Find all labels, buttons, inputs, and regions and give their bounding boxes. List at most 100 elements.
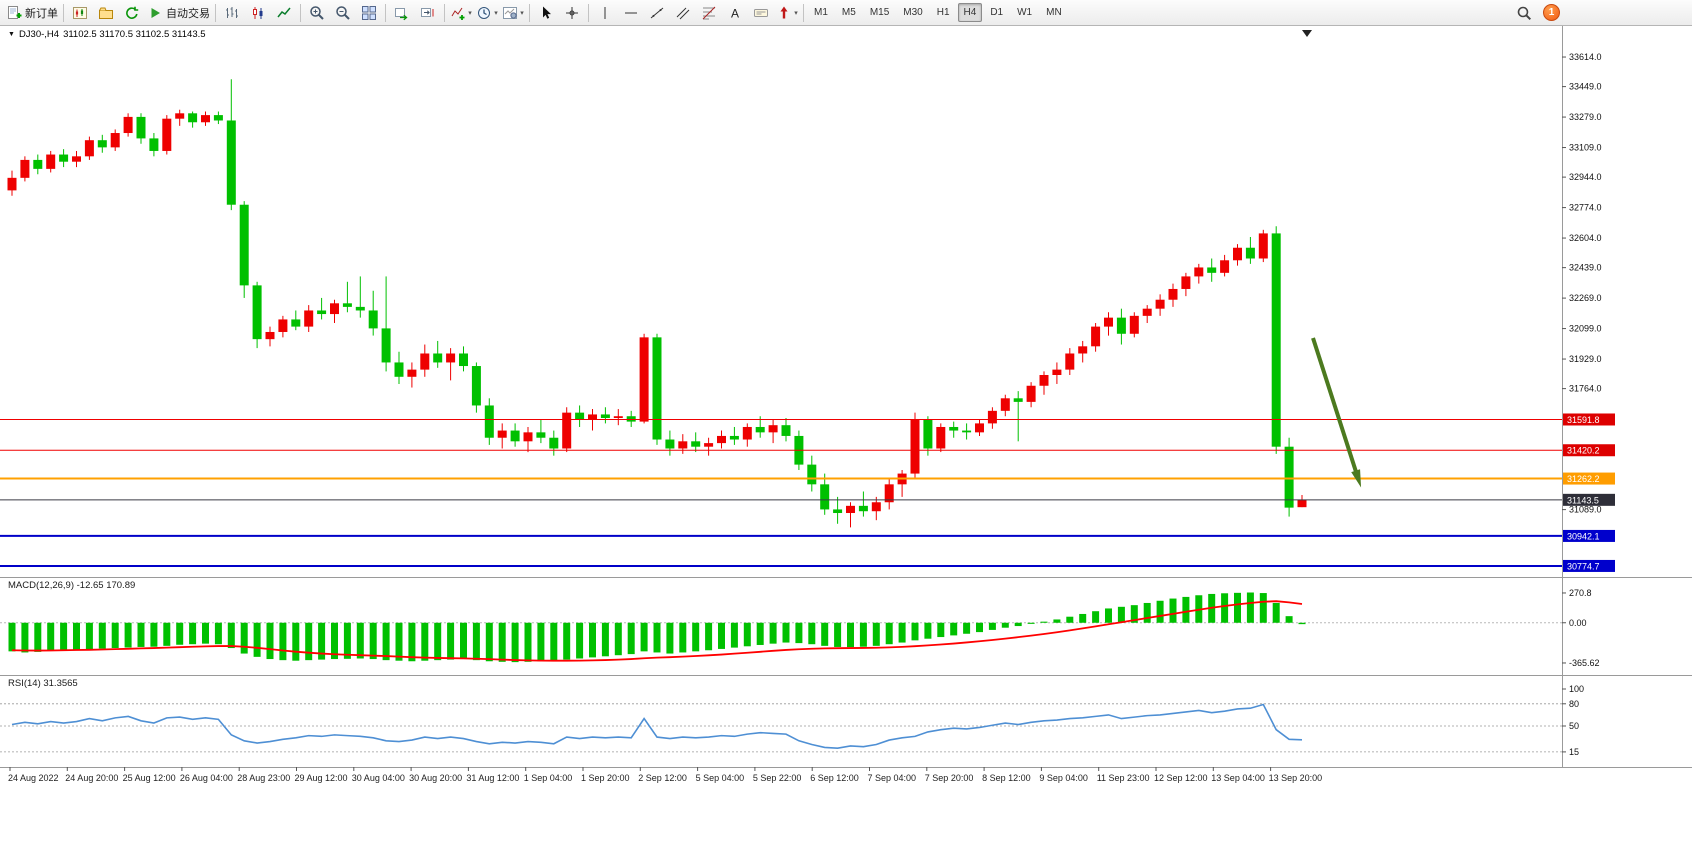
macd-histogram-bar bbox=[382, 622, 390, 661]
periods-clock-icon bbox=[478, 6, 491, 19]
price-badge-label: 31420.2 bbox=[1567, 446, 1600, 456]
timeframe-mn[interactable]: MN bbox=[1046, 7, 1062, 18]
price-axis-label: 32099.0 bbox=[1569, 324, 1602, 334]
line-chart-button[interactable] bbox=[271, 2, 297, 24]
timeframe-h1[interactable]: H1 bbox=[936, 7, 950, 18]
zoom-in-button[interactable] bbox=[304, 2, 330, 24]
refresh-button[interactable] bbox=[119, 2, 145, 24]
candle-body bbox=[639, 337, 649, 422]
candle-body bbox=[987, 410, 997, 424]
candle-body bbox=[20, 159, 30, 178]
candle-body bbox=[575, 412, 585, 420]
timeframe-m1[interactable]: M1 bbox=[814, 7, 828, 18]
candle-body bbox=[1000, 398, 1010, 411]
new-order-icon bbox=[8, 5, 22, 19]
candle-body bbox=[858, 505, 868, 512]
macd-histogram-bar bbox=[601, 622, 609, 657]
macd-histogram-bar bbox=[653, 622, 661, 653]
arrows-tool-button[interactable]: ▾ bbox=[774, 2, 800, 24]
macd-histogram-bar bbox=[1246, 592, 1254, 623]
text-tool-button[interactable]: A bbox=[722, 2, 748, 24]
macd-histogram-bar bbox=[872, 622, 880, 646]
candle-body bbox=[1207, 267, 1217, 273]
candle-body bbox=[923, 419, 933, 449]
macd-histogram-bar bbox=[550, 622, 558, 661]
candle-body bbox=[1026, 385, 1036, 402]
macd-histogram-bar bbox=[485, 622, 493, 662]
timeframe-m15[interactable]: M15 bbox=[869, 7, 890, 18]
zoom-in-icon bbox=[310, 5, 324, 20]
scroll-to-end-marker[interactable] bbox=[1302, 30, 1312, 37]
candle-body bbox=[265, 331, 275, 340]
arrows-icon bbox=[780, 6, 788, 18]
timeframe-m5[interactable]: M5 bbox=[841, 7, 856, 18]
vertical-line-button[interactable] bbox=[592, 2, 618, 24]
search-button[interactable] bbox=[1511, 2, 1537, 24]
autotrading-button[interactable]: 自动交易 bbox=[145, 2, 212, 24]
templates-button[interactable]: ▾ bbox=[500, 2, 526, 24]
indicators-button[interactable]: ▾ bbox=[448, 2, 474, 24]
macd-histogram-bar bbox=[279, 622, 287, 661]
cursor-button[interactable] bbox=[533, 2, 559, 24]
candle-body bbox=[910, 419, 920, 474]
timeframe-h4[interactable]: H4 bbox=[957, 3, 983, 22]
time-axis-label: 5 Sep 22:00 bbox=[753, 773, 802, 783]
candle-body bbox=[678, 441, 688, 449]
fibonacci-icon bbox=[702, 6, 716, 19]
periods-button[interactable]: ▾ bbox=[474, 2, 500, 24]
macd-histogram-bar bbox=[150, 622, 158, 647]
macd-histogram-bar bbox=[408, 622, 416, 662]
macd-histogram-bar bbox=[266, 622, 274, 660]
candle-body bbox=[497, 430, 507, 438]
chart-shift-button[interactable] bbox=[415, 2, 441, 24]
notification-badge[interactable]: 1 bbox=[1543, 4, 1560, 21]
timeframe-w1[interactable]: W1 bbox=[1017, 7, 1033, 18]
price-axis-label: 31764.0 bbox=[1569, 384, 1602, 394]
macd-histogram-bar bbox=[240, 622, 248, 654]
autotrading-icon bbox=[151, 7, 160, 18]
price-badge-label: 30774.7 bbox=[1567, 561, 1600, 571]
macd-histogram-bar bbox=[976, 622, 983, 633]
profiles-button[interactable] bbox=[93, 2, 119, 24]
bar-chart-button[interactable] bbox=[219, 2, 245, 24]
horizontal-line-icon bbox=[625, 12, 637, 13]
timeframe-d1[interactable]: D1 bbox=[990, 7, 1004, 18]
candle-body bbox=[962, 430, 972, 433]
candlestick-chart-button[interactable] bbox=[245, 2, 271, 24]
candle-body bbox=[1039, 374, 1049, 386]
candle-body bbox=[368, 310, 378, 329]
time-axis-label: 12 Sep 12:00 bbox=[1154, 773, 1208, 783]
macd-histogram-bar bbox=[1221, 593, 1229, 623]
candle-body bbox=[833, 509, 843, 514]
candle-body bbox=[717, 435, 726, 444]
horizontal-line-button[interactable] bbox=[618, 2, 644, 24]
macd-histogram-bar bbox=[395, 622, 403, 661]
label-tool-button[interactable] bbox=[748, 2, 774, 24]
macd-histogram-bar bbox=[614, 622, 622, 656]
macd-histogram-bar bbox=[21, 622, 29, 653]
macd-histogram-bar bbox=[1156, 600, 1164, 623]
macd-histogram-bar bbox=[563, 622, 571, 660]
trend-arrow[interactable] bbox=[1311, 337, 1360, 479]
toolbar: 新订单 自动交易 ▾ ▾ bbox=[0, 0, 1692, 26]
macd-histogram-bar bbox=[1001, 622, 1009, 628]
candle-body bbox=[1233, 247, 1242, 261]
crosshair-button[interactable] bbox=[559, 2, 585, 24]
zoom-out-button[interactable] bbox=[330, 2, 356, 24]
new-order-button[interactable]: 新订单 bbox=[4, 2, 60, 24]
auto-scroll-button[interactable] bbox=[389, 2, 415, 24]
price-badge-label: 31262.2 bbox=[1567, 474, 1600, 484]
trendline-button[interactable] bbox=[644, 2, 670, 24]
candle-body bbox=[97, 140, 107, 148]
one-click-trading-toggle-icon[interactable]: ▼ bbox=[8, 31, 15, 38]
candle-body bbox=[433, 353, 443, 363]
timeframe-m30[interactable]: M30 bbox=[903, 7, 923, 18]
fibonacci-button[interactable] bbox=[696, 2, 722, 24]
trend-arrow-head bbox=[1351, 469, 1362, 488]
tile-windows-button[interactable] bbox=[356, 2, 382, 24]
candle-body bbox=[484, 405, 494, 438]
new-chart-button[interactable] bbox=[67, 2, 93, 24]
channel-button[interactable] bbox=[670, 2, 696, 24]
